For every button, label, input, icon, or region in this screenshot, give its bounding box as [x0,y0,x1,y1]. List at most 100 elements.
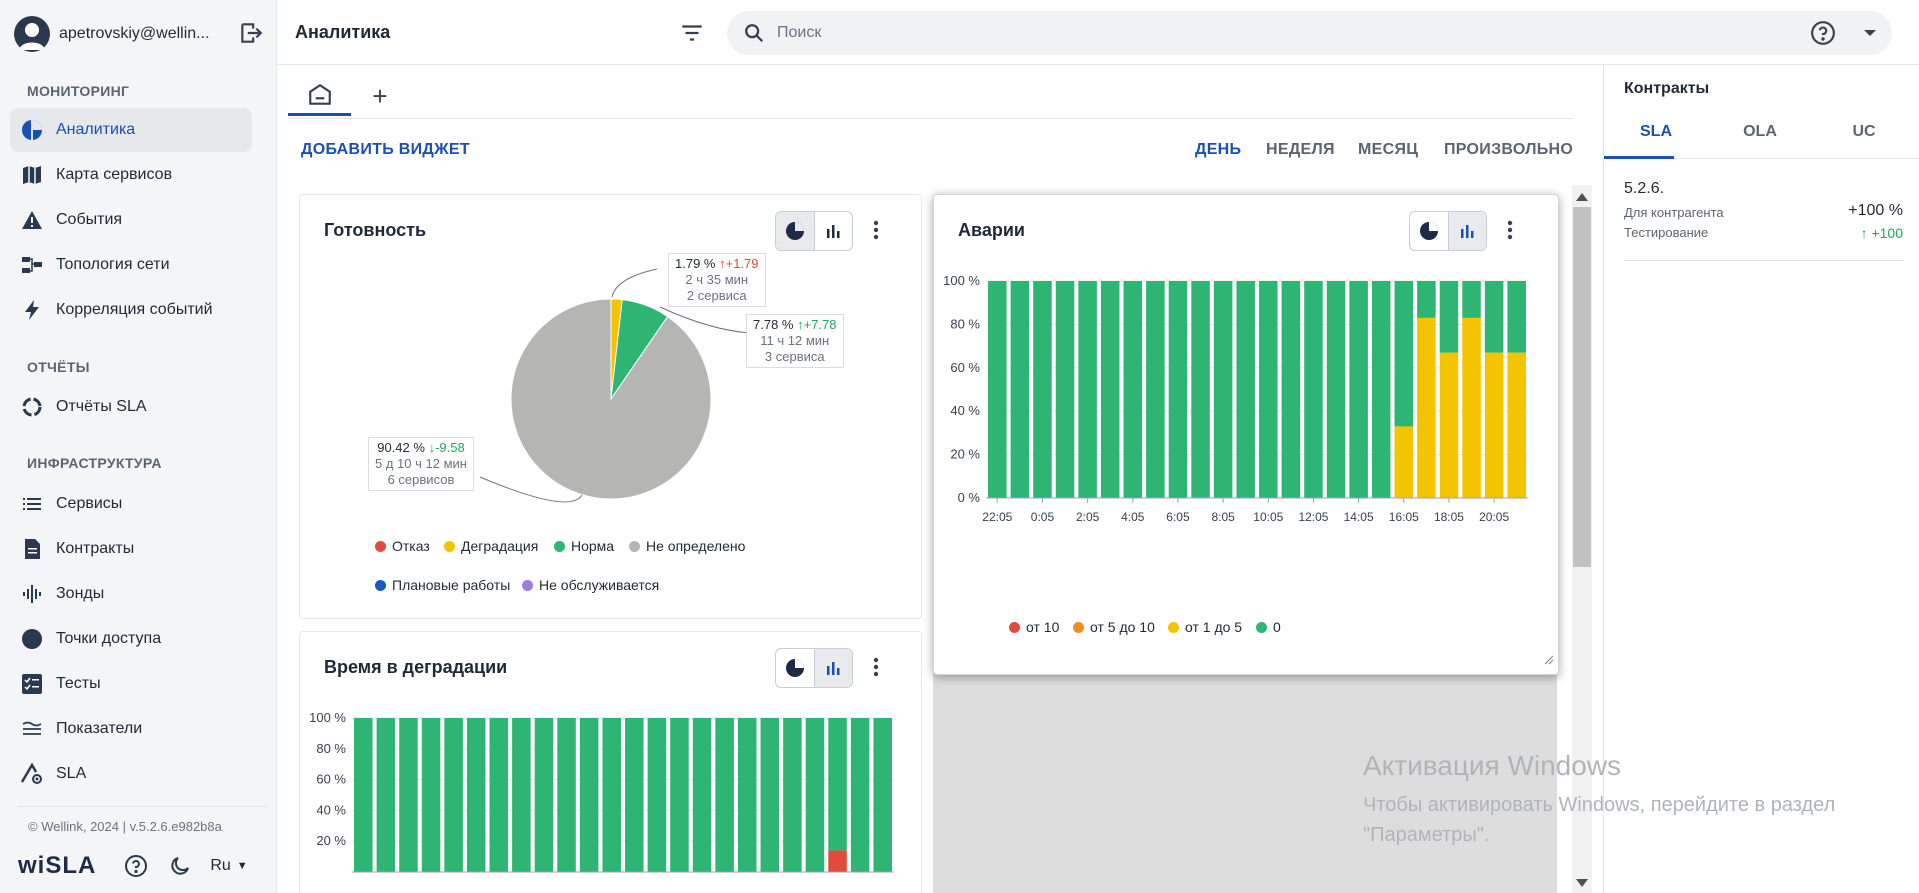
more-vert-icon[interactable] [866,215,886,245]
bar-segment[interactable] [873,718,892,872]
bar-segment[interactable] [988,281,1007,498]
sidebar-item-access-points[interactable]: Точки доступа [10,617,252,661]
bar-view-button[interactable] [813,649,852,687]
add-widget-button[interactable]: ДОБАВИТЬ ВИДЖЕТ [301,141,470,158]
bar-segment[interactable] [1349,281,1368,498]
bar-segment[interactable] [670,718,689,872]
bar-segment[interactable] [557,718,576,872]
pie-slice[interactable] [510,298,712,500]
sidebar-item-events[interactable]: События [10,198,252,242]
bar-segment[interactable] [737,718,757,872]
filter-icon[interactable] [679,20,705,51]
legend-item[interactable]: от 10 [1009,619,1059,635]
add-tab-button[interactable]: + [360,76,400,116]
bar-segment[interactable] [1304,281,1323,498]
period-day[interactable]: ДЕНЬ [1195,141,1242,158]
period-month[interactable]: МЕСЯЦ [1358,141,1419,158]
bar-segment[interactable] [466,718,486,872]
bar-segment[interactable] [1259,281,1278,498]
legend-item[interactable]: Плановые работы [375,577,510,593]
bar-segment[interactable] [805,718,825,872]
bar-segment[interactable] [421,718,441,872]
logout-icon[interactable] [238,20,270,51]
bar-segment[interactable] [828,850,847,872]
bar-segment[interactable] [1507,352,1526,498]
bar-segment[interactable] [1123,281,1143,498]
bar-segment[interactable] [1213,281,1233,498]
sidebar-item-service-map[interactable]: Карта сервисов [10,153,252,197]
bar-segment[interactable] [828,718,847,851]
bar-segment[interactable] [579,718,599,872]
sidebar-item-correlation[interactable]: Корреляция событий [10,288,252,332]
bar-segment[interactable] [1236,281,1255,498]
bar-segment[interactable] [1191,281,1210,498]
legend-item[interactable]: Норма [554,538,614,554]
bar-segment[interactable] [1417,281,1436,318]
sidebar-item-sla-reports[interactable]: Отчёты SLA [10,385,252,429]
bar-segment[interactable] [1507,281,1526,353]
scrollbar-thumb[interactable] [1573,207,1591,567]
bar-segment[interactable] [1439,352,1459,498]
bar-segment[interactable] [715,718,734,872]
sidebar-item-analytics[interactable]: Аналитика [10,108,252,152]
legend-item[interactable]: 0 [1256,619,1281,635]
sidebar-item-probes[interactable]: Зонды [10,572,252,616]
bar-segment[interactable] [354,718,373,872]
tab-uc[interactable]: UC [1852,123,1876,140]
bar-segment[interactable] [692,718,712,872]
legend-item[interactable]: Не обслуживается [522,577,659,593]
more-vert-icon[interactable] [866,652,886,682]
bar-segment[interactable] [1010,281,1030,498]
bar-segment[interactable] [1371,281,1391,498]
legend-item[interactable]: от 1 до 5 [1168,619,1242,635]
pie-view-button[interactable] [1410,212,1448,250]
bar-segment[interactable] [1168,281,1188,498]
sidebar-item-topology[interactable]: Топология сети [10,243,252,287]
bar-segment[interactable] [1394,281,1414,427]
sidebar-item-contracts[interactable]: Контракты [10,527,252,571]
bar-segment[interactable] [850,718,870,872]
bar-segment[interactable] [399,718,418,872]
tab-home[interactable] [288,76,351,116]
bar-segment[interactable] [760,718,780,872]
legend-item[interactable]: Отказ [375,538,430,554]
bar-segment[interactable] [1146,281,1165,498]
legend-item[interactable]: Деградация [444,538,538,554]
help-icon[interactable] [1810,20,1836,51]
bar-view-button[interactable] [1447,212,1486,250]
bar-segment[interactable] [1281,281,1301,498]
scroll-down-icon[interactable] [1576,875,1588,893]
resize-handle-icon[interactable] [1544,652,1554,670]
bar-segment[interactable] [1417,317,1436,498]
bar-segment[interactable] [1394,426,1414,498]
bar-segment[interactable] [444,718,463,872]
bar-segment[interactable] [1033,281,1052,498]
legend-item[interactable]: от 5 до 10 [1073,619,1155,635]
bar-segment[interactable] [1078,281,1097,498]
tab-ola[interactable]: OLA [1743,123,1777,140]
search-input[interactable] [777,24,1677,42]
bar-segment[interactable] [1439,281,1459,353]
bar-segment[interactable] [1055,281,1075,498]
more-vert-icon[interactable] [1500,215,1520,245]
bar-segment[interactable] [489,718,509,872]
bar-segment[interactable] [1462,281,1481,318]
sidebar-item-tests[interactable]: Тесты [10,662,252,706]
period-custom[interactable]: ПРОИЗВОЛЬНО [1444,141,1574,158]
bar-segment[interactable] [1326,281,1346,498]
help-icon[interactable] [124,854,148,878]
language-select[interactable]: Ru ▼ [210,857,247,875]
tab-sla[interactable]: SLA [1640,123,1672,140]
bar-segment[interactable] [783,718,802,872]
chevron-down-icon[interactable] [1862,25,1878,46]
theme-toggle-icon[interactable] [168,854,192,878]
bar-view-button[interactable] [813,212,852,250]
contract-version[interactable]: 5.2.6. [1624,180,1665,197]
scroll-up-icon[interactable] [1576,189,1588,207]
bar-segment[interactable] [1484,352,1504,498]
bar-segment[interactable] [647,718,667,872]
user-profile[interactable]: apetrovskiy@wellin... [14,14,264,54]
pie-view-button[interactable] [776,212,814,250]
sidebar-item-indicators[interactable]: Показатели [10,707,252,751]
bar-segment[interactable] [512,718,531,872]
